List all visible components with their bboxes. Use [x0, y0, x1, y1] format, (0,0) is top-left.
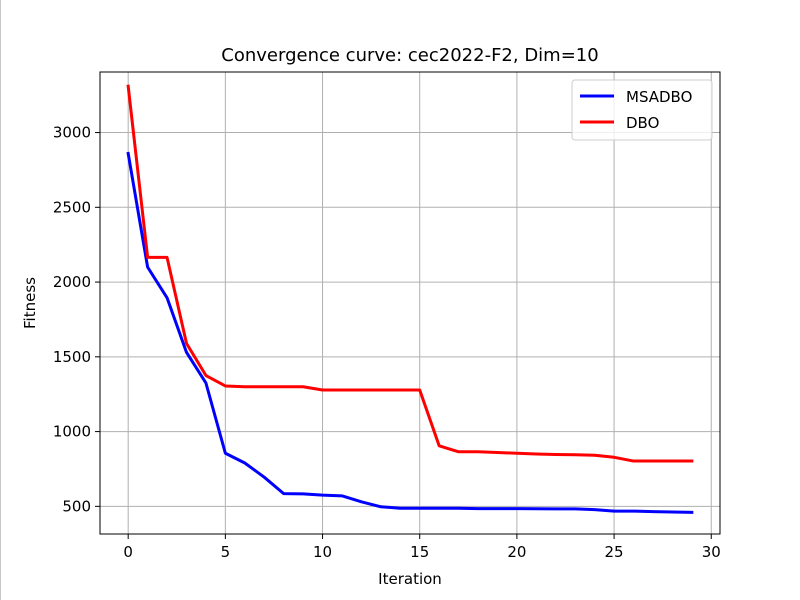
y-tick-label: 500: [62, 497, 91, 515]
window-edge: [0, 0, 1, 600]
legend-label-msadbo: MSADBO: [626, 88, 692, 106]
x-tick-label: 30: [702, 543, 721, 561]
plot-frame: [99, 71, 721, 535]
legend-label-dbo: DBO: [626, 114, 659, 132]
chart-title: Convergence curve: cec2022-F2, Dim=10: [221, 45, 598, 66]
series-line-msadbo: [126, 151, 694, 514]
y-tick-label: 1500: [53, 348, 91, 366]
x-tick-label: 0: [123, 543, 133, 561]
x-tick-label: 15: [410, 543, 429, 561]
y-tick-label: 2500: [53, 198, 91, 216]
legend: MSADBO DBO: [571, 79, 713, 141]
x-tick-label: 25: [605, 543, 624, 561]
x-tick-label: 20: [507, 543, 526, 561]
x-tick-label: 10: [313, 543, 332, 561]
series-line-dbo: [126, 84, 694, 463]
y-axis-label: Fitness: [21, 277, 39, 329]
ticks: 0 5 10 15 20 25 30 500 1000 1500 2000 2500 3000: [53, 124, 721, 561]
x-axis-label: Iteration: [378, 570, 442, 588]
y-tick-label: 2000: [53, 273, 91, 291]
y-tick-label: 1000: [53, 423, 91, 441]
plot-area: [100, 72, 720, 534]
y-tick-label: 3000: [53, 124, 91, 142]
series-layer: [126, 84, 694, 514]
x-tick-label: 5: [221, 543, 231, 561]
